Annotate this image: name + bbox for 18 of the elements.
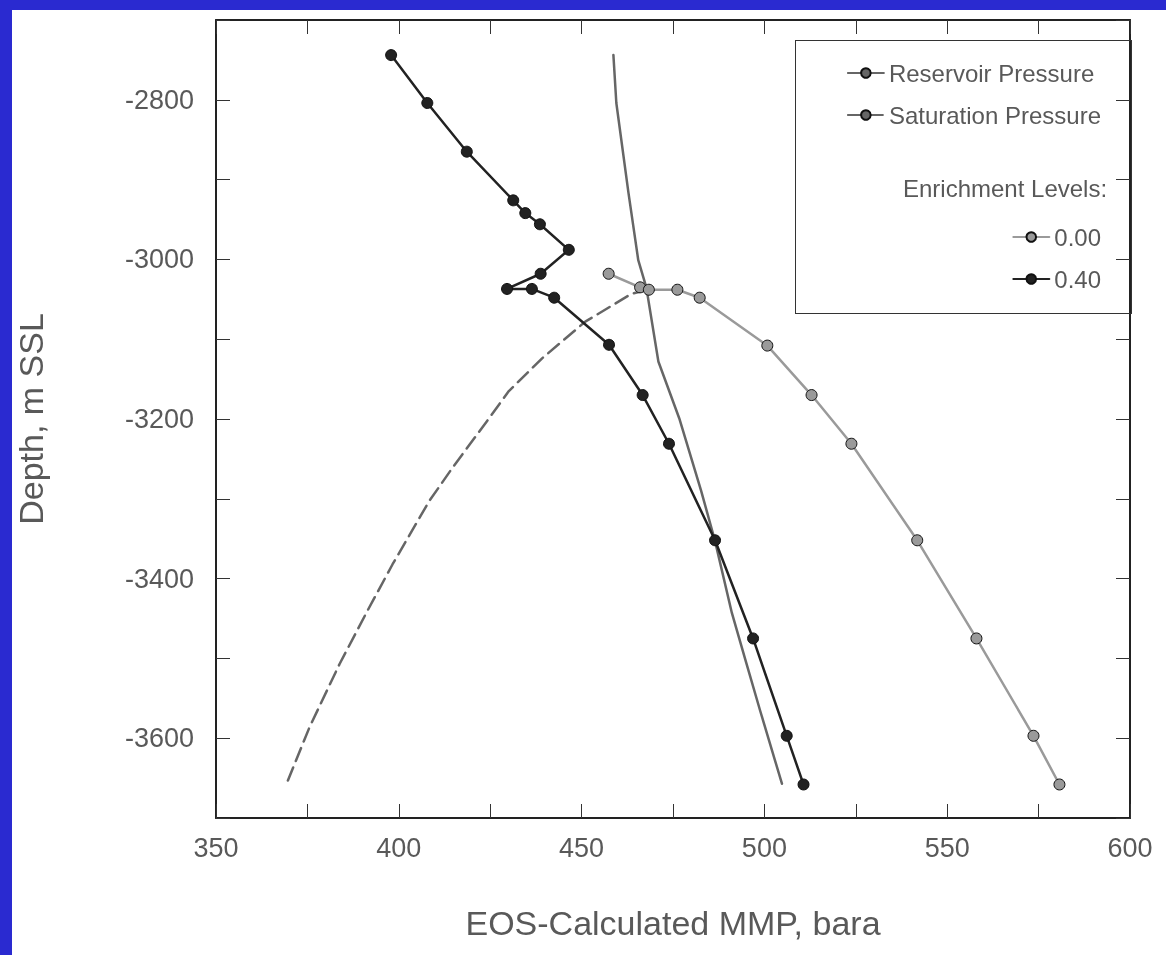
x-axis-title: EOS-Calculated MMP, bara	[465, 904, 881, 942]
legend-label: Saturation Pressure	[888, 101, 1101, 129]
y-tick-label: -3400	[124, 563, 194, 594]
legend-label: Reservoir Pressure	[888, 59, 1095, 87]
legend-label: 0.40	[1054, 265, 1102, 293]
legend-title: Enrichment Levels:	[903, 174, 1108, 202]
x-tick-label: 500	[741, 832, 787, 863]
x-tick-label: 450	[559, 832, 605, 863]
legend-label: 0.00	[1054, 223, 1102, 251]
y-tick-label: -3200	[124, 404, 194, 434]
y-tick-label: -2800	[124, 84, 194, 115]
y-tick-label: -3600	[124, 723, 194, 754]
y-tick-label: -3000	[124, 244, 194, 275]
x-tick-label: 600	[1107, 832, 1153, 863]
x-tick-label: 350	[193, 832, 239, 863]
x-tick-label: 400	[376, 832, 422, 863]
y-axis-title: Depth, m SSL	[12, 313, 50, 525]
x-tick-label: 550	[924, 832, 970, 863]
